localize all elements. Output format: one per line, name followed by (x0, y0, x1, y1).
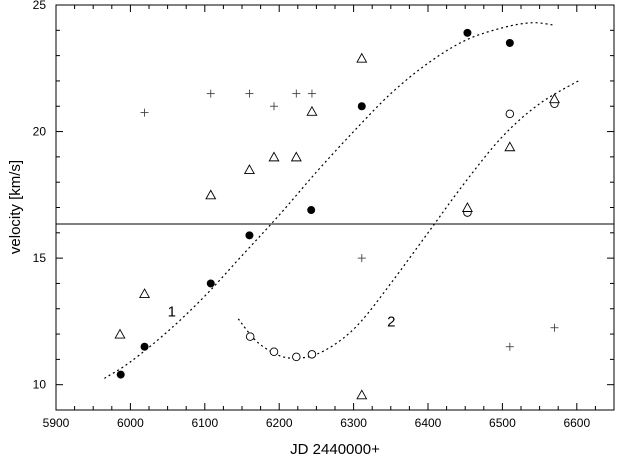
triangle-point (290, 151, 302, 162)
y-tick-label: 10 (33, 378, 47, 392)
plus-point (140, 108, 149, 117)
open-circle-point (245, 332, 255, 341)
y-tick-label: 15 (33, 251, 47, 265)
y-tick-label: 20 (33, 125, 47, 139)
plus-point (292, 89, 301, 98)
fit-curve-2 (237, 79, 581, 359)
curve-label-2: 2 (387, 313, 395, 330)
triangle-point (268, 151, 280, 162)
triangle-point (306, 105, 318, 116)
open-circle-point (505, 109, 515, 119)
triangle-point (243, 164, 255, 174)
axis-tick-labels: 5900 6000 6100 6200 6300 6400 6500 6600 10 15 20 25 (33, 0, 591, 430)
plus-point (550, 323, 559, 332)
open-circle-point (307, 350, 317, 359)
filled-circle-point (307, 206, 316, 215)
plus-point (505, 342, 514, 351)
x-tick-label: 6300 (340, 416, 367, 430)
triangle-point (356, 52, 368, 63)
filled-circle-point (206, 279, 215, 288)
y-tick-label: 25 (33, 0, 47, 12)
plus-point (206, 89, 215, 98)
x-tick-label: 5900 (43, 416, 70, 430)
open-circle-point (269, 347, 279, 357)
data-points (114, 28, 560, 400)
x-tick-label: 6600 (563, 416, 590, 430)
x-tick-label: 6100 (191, 416, 218, 430)
plus-point (245, 89, 254, 98)
filled-circle-point (463, 28, 472, 37)
plus-point (357, 254, 366, 263)
plus-point (307, 89, 316, 98)
plot-frame (55, 4, 615, 411)
triangle-point (461, 202, 473, 212)
filled-circle-point (505, 38, 514, 47)
x-tick-label: 6000 (117, 416, 144, 430)
fitted-curves (104, 22, 581, 379)
triangle-point (356, 389, 368, 400)
filled-circle-point (116, 370, 125, 379)
y-axis-label: velocity [km/s] (7, 160, 24, 254)
triangle-point (548, 93, 560, 104)
fit-curve-1 (104, 22, 555, 379)
filled-circle-point (245, 231, 254, 240)
triangle-point (114, 328, 126, 339)
x-tick-label: 6200 (266, 416, 293, 430)
x-tick-label: 6500 (489, 416, 516, 430)
triangle-point (139, 288, 151, 299)
open-circle-point (292, 352, 301, 362)
curve-label-1: 1 (168, 303, 176, 320)
curve-labels: 12 (168, 303, 396, 330)
filled-circle-point (357, 102, 366, 111)
axis-ticks (55, 4, 615, 411)
filled-circle-point (140, 342, 149, 351)
plus-point (269, 102, 278, 111)
triangle-point (504, 141, 516, 152)
x-axis-label: JD 2440000+ (290, 441, 380, 458)
triangle-point (205, 189, 217, 200)
x-tick-label: 6400 (415, 416, 442, 430)
